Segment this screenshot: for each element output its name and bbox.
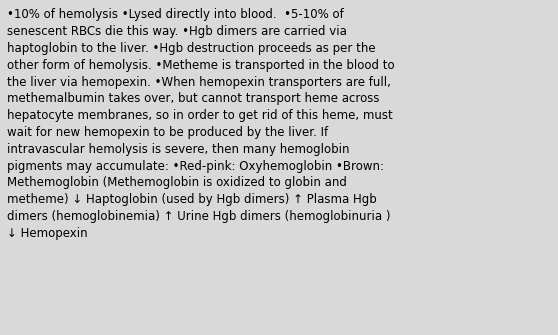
Text: •10% of hemolysis •Lysed directly into blood.  •5-10% of
senescent RBCs die this: •10% of hemolysis •Lysed directly into b…: [7, 8, 395, 240]
